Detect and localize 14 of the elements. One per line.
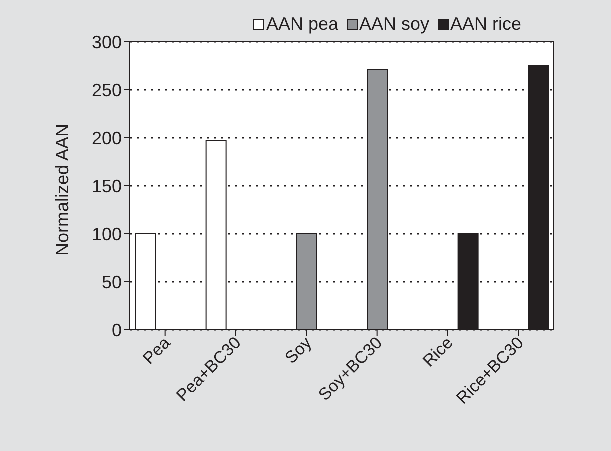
legend-label: AAN pea bbox=[266, 14, 338, 35]
y-tick-label: 300 bbox=[92, 32, 122, 52]
legend-label: AAN rice bbox=[450, 14, 522, 35]
y-tick-label: 50 bbox=[102, 272, 122, 292]
x-tick-label: Pea bbox=[139, 333, 175, 368]
y-axis-title: Normalized AAN bbox=[52, 124, 72, 256]
y-tick-label: 0 bbox=[112, 320, 122, 340]
legend-label: AAN soy bbox=[360, 14, 430, 35]
y-tick-label: 100 bbox=[92, 224, 122, 244]
y-tick-label: 150 bbox=[92, 176, 122, 196]
x-tick-label: Rice bbox=[419, 333, 457, 371]
x-tick-label: Soy bbox=[281, 333, 316, 368]
y-tick-label: 200 bbox=[92, 128, 122, 148]
y-tick-label: 250 bbox=[92, 80, 122, 100]
